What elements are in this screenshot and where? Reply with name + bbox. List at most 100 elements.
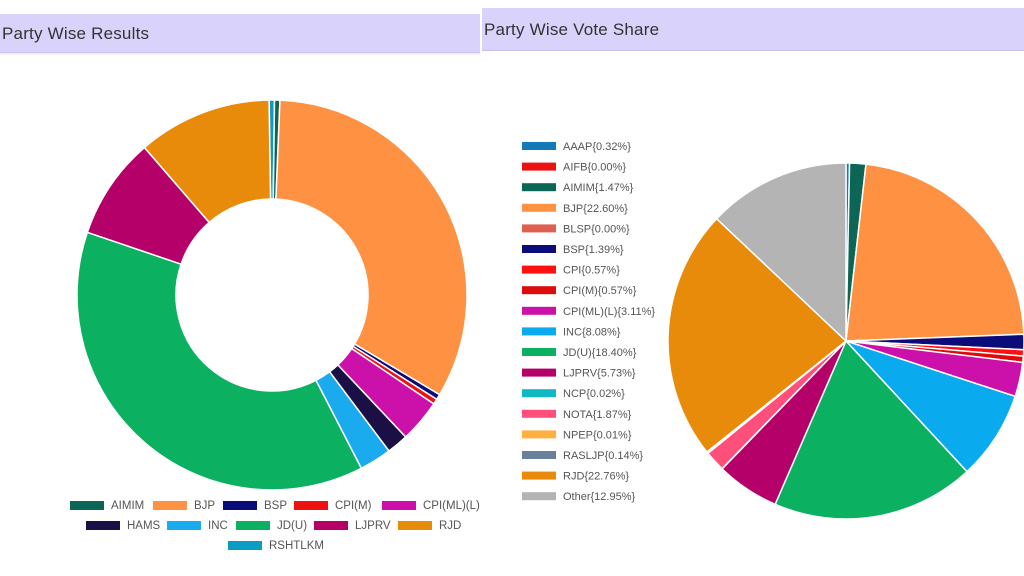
pie-legend-item-blsp[interactable]: BLSP{0.00%}: [522, 223, 630, 235]
legend-item-cpi-ml-l[interactable]: CPI(ML)(L): [382, 500, 480, 512]
legend-label: CPI(ML)(L): [423, 500, 480, 512]
legend-swatch: [522, 224, 556, 233]
legend-swatch: [522, 286, 556, 295]
pie-legend-item-jd-u[interactable]: JD(U){18.40%}: [522, 347, 637, 359]
legend-swatch: [294, 501, 328, 510]
legend-swatch: [153, 501, 187, 510]
legend-label: RJD: [439, 520, 461, 532]
legend-label: CPI(M){0.57%}: [563, 285, 637, 297]
pie-legend-item-bsp[interactable]: BSP{1.39%}: [522, 244, 624, 256]
legend-item-rshtlkm[interactable]: RSHTLKM: [228, 540, 324, 552]
legend-swatch: [314, 521, 348, 530]
legend-item-bjp[interactable]: BJP: [153, 500, 215, 512]
legend-swatch: [86, 521, 120, 530]
pie-chart: AAAP{0.32%} AIFB{0.00%} AIMIM{1.47%} BJP{22…: [522, 141, 1024, 520]
legend-label: JD(U): [277, 520, 307, 532]
legend-label: RJD{22.76%}: [563, 471, 629, 483]
legend-label: BLSP{0.00%}: [563, 223, 630, 235]
legend-label: BJP: [194, 500, 215, 512]
legend-label: CPI{0.57%}: [563, 265, 620, 277]
legend-swatch: [522, 203, 556, 212]
legend-swatch: [522, 183, 556, 192]
legend-label: INC: [208, 520, 228, 532]
legend-item-cpi-m[interactable]: CPI(M): [294, 500, 372, 512]
pie-legend-item-cpi-m[interactable]: CPI(M){0.57%}: [522, 285, 637, 297]
legend-swatch: [382, 501, 416, 510]
legend-swatch: [522, 430, 556, 439]
legend-label: AIMIM{1.47%}: [563, 182, 634, 194]
legend-swatch: [522, 471, 556, 480]
legend-item-rjd[interactable]: RJD: [398, 520, 461, 532]
legend-label: RSHTLKM: [269, 540, 324, 552]
legend-label: LJPRV{5.73%}: [563, 368, 636, 380]
legend-label: AIFB{0.00%}: [563, 162, 626, 174]
legend-swatch: [70, 501, 104, 510]
panel-title: Party Wise Results: [2, 24, 150, 43]
legend-swatch: [522, 492, 556, 501]
legend-swatch: [522, 306, 556, 315]
pie-slice-bjp[interactable]: [845, 163, 1024, 342]
legend-label: NOTA{1.87%}: [563, 409, 632, 421]
legend-label: AAAP{0.32%}: [563, 141, 631, 153]
legend-swatch: [522, 162, 556, 171]
pie-slice-inc[interactable]: [843, 339, 1017, 473]
donut-chart: AIMIM BJP BSP CPI(M) CPI(ML)(L) HAMS INC JD(U) L…: [0, 53, 480, 552]
legend-label: CPI(M): [335, 500, 372, 512]
legend-label: NPEP{0.01%}: [563, 429, 632, 441]
legend-item-inc[interactable]: INC: [167, 520, 228, 532]
legend-label: NCP{0.02%}: [563, 388, 625, 400]
legend-label: AIMIM: [111, 500, 144, 512]
pie-legend-item-ncp[interactable]: NCP{0.02%}: [522, 388, 625, 400]
legend-swatch: [522, 451, 556, 459]
legend-label: LJPRV: [355, 520, 391, 532]
legend-label: BSP: [264, 500, 287, 512]
legend-item-aimim[interactable]: AIMIM: [70, 500, 144, 512]
pie-legend-item-inc[interactable]: INC{8.08%}: [522, 326, 621, 338]
legend-label: HAMS: [127, 520, 161, 532]
legend-item-bsp[interactable]: BSP: [223, 500, 287, 512]
pie-legend-item-npep[interactable]: NPEP{0.01%}: [522, 429, 632, 441]
pie-legend-item-cpi-ml-l[interactable]: CPI(ML)(L){3.11%}: [522, 306, 655, 318]
pie-legend-item-aifb[interactable]: AIFB{0.00%}: [522, 162, 626, 174]
legend-label: Other{12.95%}: [563, 491, 635, 503]
pie-legend-item-rjd[interactable]: RJD{22.76%}: [522, 471, 629, 483]
legend-swatch: [398, 521, 432, 530]
legend-swatch: [167, 521, 201, 530]
pie-legend-item-rasljp[interactable]: RASLJP{0.14%}: [522, 450, 643, 462]
pie-slice-other[interactable]: [715, 162, 847, 343]
legend-item-jd-u[interactable]: JD(U): [236, 520, 307, 532]
pie-slice-rjd[interactable]: [667, 217, 848, 454]
pie-legend-item-aaap[interactable]: AAAP{0.32%}: [522, 141, 631, 153]
party-wise-vote-share-panel: Party Wise Vote Share AAAP{0.32%} AIFB{0.…: [482, 8, 1024, 576]
panel-header: Party Wise Results: [0, 14, 480, 53]
legend-item-hams[interactable]: HAMS: [86, 520, 161, 532]
pie-legend-item-ljprv[interactable]: LJPRV{5.73%}: [522, 368, 636, 380]
donut-slice-bjp[interactable]: [275, 99, 468, 396]
panel-title: Party Wise Vote Share: [484, 20, 660, 39]
pie-legend-item-other[interactable]: Other{12.95%}: [522, 491, 635, 503]
pie-legend-item-cpi[interactable]: CPI{0.57%}: [522, 265, 620, 277]
pie-legend-item-nota[interactable]: NOTA{1.87%}: [522, 409, 632, 421]
legend-label: INC{8.08%}: [563, 326, 621, 338]
legend-swatch: [522, 245, 556, 253]
legend-label: RASLJP{0.14%}: [563, 450, 643, 462]
legend-swatch: [522, 409, 556, 418]
legend-swatch: [223, 501, 257, 510]
legend-item-ljprv[interactable]: LJPRV: [314, 520, 391, 532]
legend-swatch: [522, 265, 556, 274]
donut-slice-rjd[interactable]: [143, 99, 272, 224]
legend-label: JD(U){18.40%}: [563, 347, 637, 359]
legend-label: BJP{22.60%}: [563, 203, 628, 215]
legend-swatch: [522, 142, 556, 150]
legend-label: BSP{1.39%}: [563, 244, 624, 256]
pie-slice-jd-u[interactable]: [774, 339, 968, 520]
donut-slice-jd-u[interactable]: [76, 231, 363, 491]
legend-swatch: [236, 521, 270, 530]
pie-legend-item-bjp[interactable]: BJP{22.60%}: [522, 203, 628, 215]
legend-label: CPI(ML)(L){3.11%}: [563, 306, 655, 318]
legend-swatch: [522, 348, 556, 356]
party-wise-results-panel: Party Wise Results AIMIM BJP BSP CPI(M) CPI(…: [0, 14, 480, 576]
legend-swatch: [228, 541, 262, 550]
pie-legend-item-aimim[interactable]: AIMIM{1.47%}: [522, 182, 634, 194]
legend-swatch: [522, 389, 556, 398]
